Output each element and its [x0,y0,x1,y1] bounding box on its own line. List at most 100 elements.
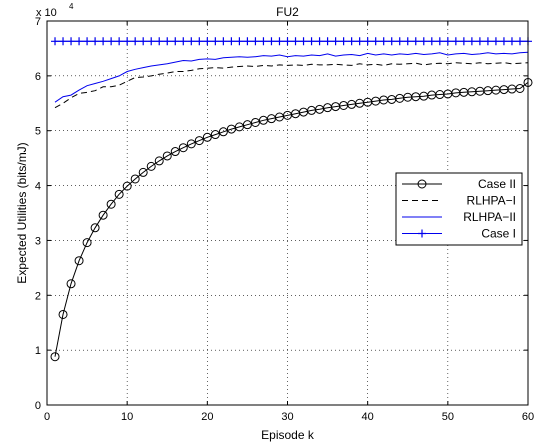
data-point [435,37,444,46]
legend-item-rlhpa-i: RLHPA−I [402,194,516,208]
data-point [194,136,204,146]
legend-item-rlhpa-ii: RLHPA−II [402,210,516,224]
data-point [283,37,292,46]
data-point [491,37,500,46]
legend-label: RLHPA−I [467,194,516,208]
y-exponent-base: x 10 [36,7,57,19]
series-line-rlhpa-i [54,62,529,109]
data-point [218,127,228,137]
x-tick-label: 50 [442,411,454,423]
data-point [250,117,260,127]
y-axis-exponent: x 10 4 [36,2,74,19]
y-tick-label: 3 [35,235,41,247]
legend-item-case-ii: Case II [402,177,516,191]
data-point [155,37,164,46]
data-point [227,37,236,46]
data-point [75,37,84,46]
data-point [411,37,420,46]
data-point [106,199,116,209]
data-point [115,37,124,46]
data-point [98,210,108,220]
data-point [59,37,68,46]
data-point [403,37,412,46]
data-point [315,37,324,46]
data-point [91,37,100,46]
y-tick-label: 0 [35,400,41,412]
data-point [299,37,308,46]
legend-label: Case I [481,227,516,241]
data-point [515,83,525,93]
data-point [58,309,68,319]
data-point [66,279,76,289]
y-exponent-power: 4 [69,2,74,11]
y-tick-label: 4 [35,181,41,193]
data-point [467,37,476,46]
x-tick-label: 40 [362,411,374,423]
legend-item-case-i: Case I [402,227,516,241]
data-point [507,37,516,46]
x-tick-label: 60 [522,411,534,423]
data-point [203,37,212,46]
data-point [130,174,140,184]
data-point [179,37,188,46]
data-point [267,37,276,46]
data-point [475,37,484,46]
data-point [162,151,172,161]
x-tick-label: 10 [121,411,133,423]
data-point [419,37,428,46]
data-point [499,37,508,46]
y-tick-label: 7 [35,16,41,28]
data-point [147,37,156,46]
data-point [347,37,356,46]
data-point [323,37,332,46]
legend-swatch-marker [418,229,426,238]
plot-series [50,37,533,362]
data-point [275,37,284,46]
series-rlhpa-i [54,62,529,109]
data-point [99,37,108,46]
series-case-ii [50,77,533,362]
data-point [219,37,228,46]
x-axis-label: Episode k [261,428,315,442]
data-point [235,37,244,46]
data-point [186,139,196,149]
data-point [114,189,124,199]
data-point [171,37,180,46]
data-point [451,37,460,46]
data-point [90,223,100,233]
data-point [331,37,340,46]
data-point [387,37,396,46]
data-point [107,37,116,46]
axis-ticks: 0 10 20 30 40 50 60 0 1 2 3 4 5 6 7 [35,16,534,423]
y-axis-label: Expected Utilities (bits/mJ) [15,142,29,283]
data-point [226,124,236,134]
data-point [339,37,348,46]
chart-title: FU2 [276,5,299,19]
x-tick-label: 20 [201,411,213,423]
data-point [259,37,268,46]
legend-label: RLHPA−II [463,210,516,224]
data-point [243,37,252,46]
data-point [74,256,84,266]
data-point [178,143,188,153]
data-point [139,37,148,46]
y-tick-label: 2 [35,290,41,302]
data-point [122,181,132,191]
data-point [51,37,60,46]
legend-swatch-marker [417,179,427,189]
data-point [427,37,436,46]
data-point [82,238,92,248]
legend: Case II RLHPA−I RLHPA−II Case I [395,172,523,246]
data-point [50,352,60,362]
data-point [170,147,180,157]
data-point [146,161,156,171]
y-tick-label: 1 [35,345,41,357]
series-rlhpa-ii [54,51,529,103]
data-point [187,37,196,46]
data-point [202,132,212,142]
data-point [355,37,364,46]
data-point [459,37,468,46]
data-point [67,37,76,46]
data-point [483,37,492,46]
